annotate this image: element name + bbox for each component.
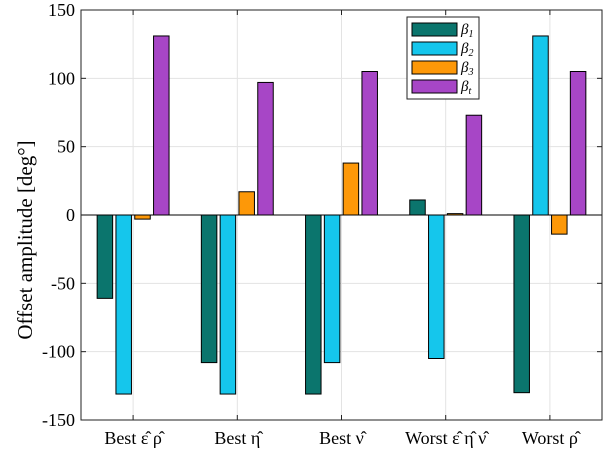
bar-βt-4 [569, 71, 587, 216]
legend-swatch [411, 60, 458, 75]
bar-βt-0 [153, 35, 170, 216]
y-tick-label: -150 [42, 410, 75, 430]
bar-β2-1 [219, 214, 237, 395]
tick-layer: -150 -100 -50 0 50 100 150 Best ε̂ ρ̂ Best η̂ Bes… [42, 0, 581, 448]
bar-βt-1 [257, 81, 274, 216]
plot-frame [80, 9, 603, 421]
legend-label: β3 [460, 60, 473, 78]
x-tick-label: Best ν̂ [319, 428, 367, 448]
y-tick-label: 0 [66, 205, 75, 225]
x-tick-label: Best η̂ [214, 428, 263, 448]
bar-β2-4 [532, 35, 549, 216]
bar-β1-4 [513, 214, 530, 394]
legend-label: β2 [460, 41, 473, 59]
legend-swatch [411, 79, 458, 94]
bar-β3-0 [134, 214, 151, 220]
bar-βt-3 [465, 114, 483, 216]
bar-β2-2 [323, 214, 341, 364]
y-axis-label: Offset amplitude [deg°] [13, 140, 37, 339]
bar-β3-4 [551, 214, 568, 235]
bar-β1-3 [409, 199, 426, 216]
x-tick-label: Best ε̂ ρ̂ [104, 428, 165, 448]
bar-β1-2 [305, 214, 322, 395]
y-tick-label: 150 [48, 0, 75, 20]
y-tick-label: 50 [57, 137, 75, 157]
y-tick-label: -50 [51, 273, 75, 293]
x-tick-label: Worst ε̂ η̂ ν̂ [405, 428, 489, 448]
x-tick-label: Worst ρ̂ [522, 428, 581, 448]
bar-β3-2 [342, 162, 360, 216]
axis-layer [80, 9, 603, 421]
legend-swatch [411, 41, 458, 56]
bar-βt-2 [361, 71, 378, 216]
legend-label: βt [460, 79, 471, 97]
bar-β2-0 [115, 214, 132, 395]
legend-swatch [411, 22, 458, 37]
bar-β1-1 [200, 214, 218, 364]
y-tick-label: -100 [42, 342, 75, 362]
bar-β2-3 [428, 214, 445, 359]
bar-β1-0 [96, 214, 114, 299]
bar-layer [96, 35, 587, 395]
bar-β3-1 [238, 191, 255, 216]
legend-label: β1 [460, 22, 473, 40]
y-tick-label: 100 [48, 68, 75, 88]
